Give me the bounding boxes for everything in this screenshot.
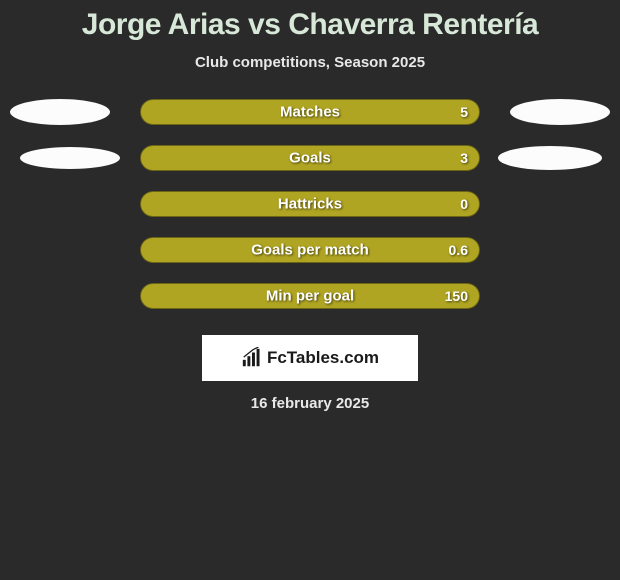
logo-text: FcTables.com: [267, 348, 379, 368]
right-ellipse: [510, 99, 610, 125]
left-ellipse: [10, 99, 110, 125]
metric-row: Goals per match0.6: [0, 237, 620, 263]
metric-value: 0: [460, 196, 468, 212]
metric-value: 150: [445, 288, 468, 304]
metric-bar: Min per goal150: [140, 283, 480, 309]
metric-row: Hattricks0: [0, 191, 620, 217]
bar-chart-icon: [241, 347, 263, 369]
right-ellipse: [498, 146, 602, 170]
metric-bar: Goals per match0.6: [140, 237, 480, 263]
subtitle: Club competitions, Season 2025: [0, 54, 620, 71]
metric-value: 3: [460, 150, 468, 166]
metric-value: 0.6: [449, 242, 468, 258]
page-title: Jorge Arias vs Chaverra Rentería: [0, 8, 620, 42]
metric-label: Matches: [140, 104, 480, 121]
comparison-panel: Jorge Arias vs Chaverra Rentería Club co…: [0, 0, 620, 412]
metric-row: Matches5: [0, 99, 620, 125]
metric-rows: Matches5Goals3Hattricks0Goals per match0…: [0, 99, 620, 309]
metric-label: Goals per match: [140, 242, 480, 259]
metric-label: Hattricks: [140, 196, 480, 213]
metric-bar: Matches5: [140, 99, 480, 125]
left-ellipse: [20, 147, 120, 169]
metric-value: 5: [460, 104, 468, 120]
metric-bar: Hattricks0: [140, 191, 480, 217]
logo-box: FcTables.com: [202, 335, 418, 381]
metric-row: Goals3: [0, 145, 620, 171]
metric-bar: Goals3: [140, 145, 480, 171]
date-text: 16 february 2025: [0, 395, 620, 412]
metric-row: Min per goal150: [0, 283, 620, 309]
metric-label: Min per goal: [140, 288, 480, 305]
metric-label: Goals: [140, 150, 480, 167]
